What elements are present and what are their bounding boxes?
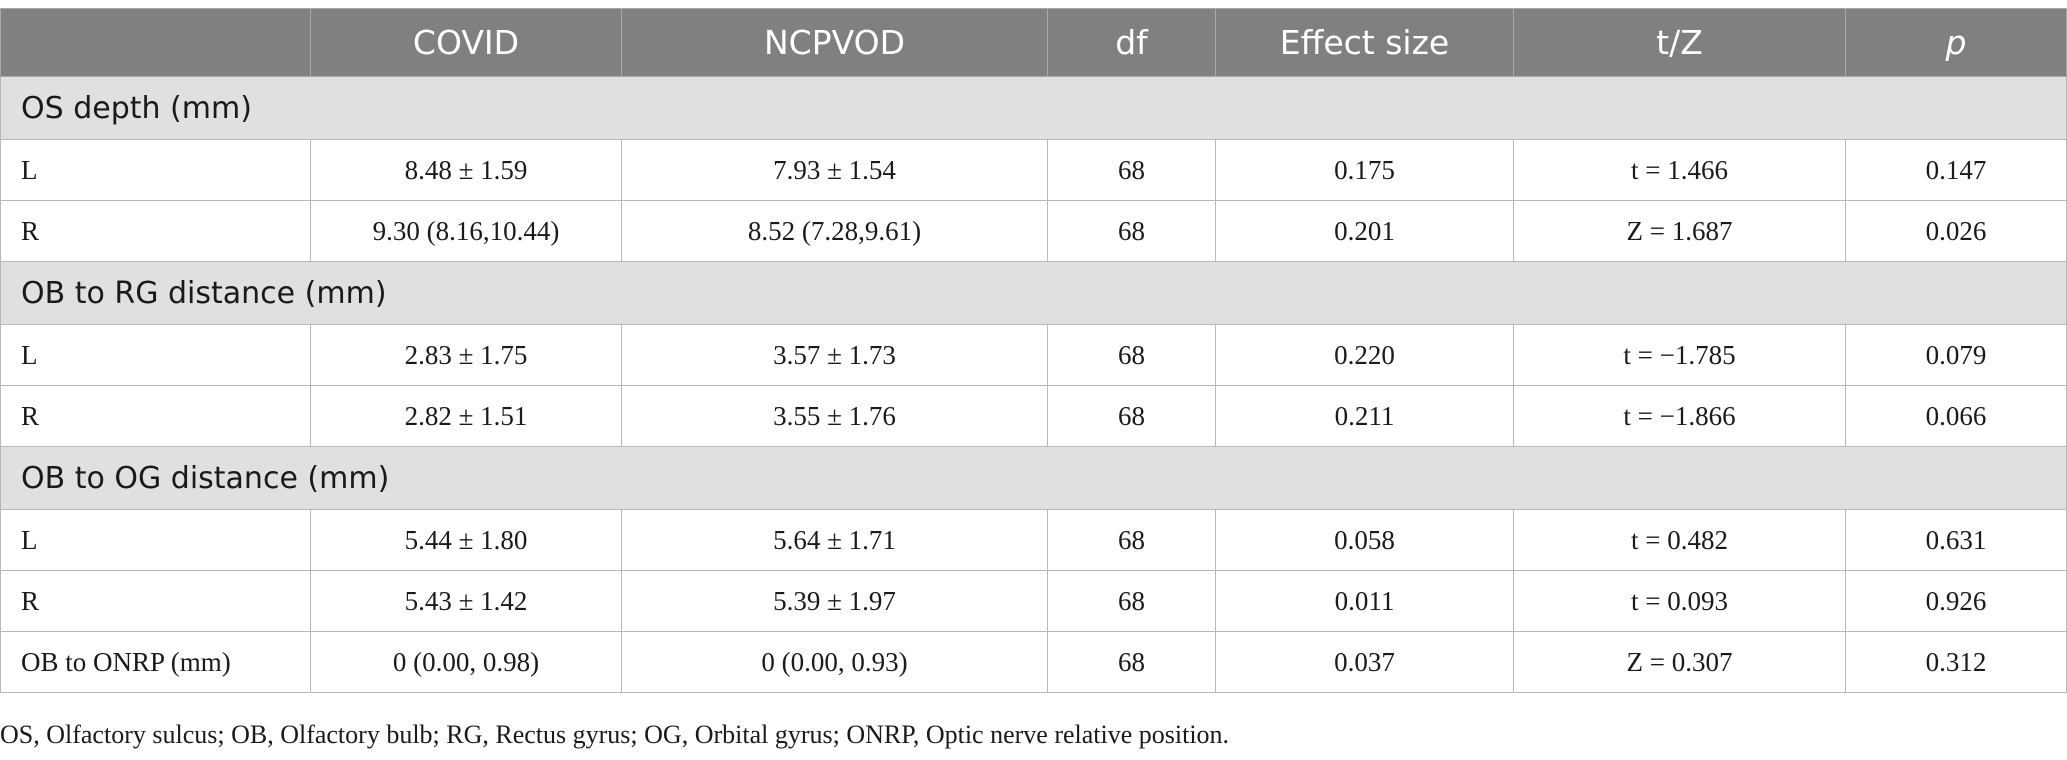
- cell-ncpvod: 3.57 ± 1.73: [621, 324, 1048, 386]
- cell-covid: 0 (0.00, 0.98): [310, 631, 622, 693]
- table-footnote: OS, Olfactory sulcus; OB, Olfactory bulb…: [0, 720, 1230, 749]
- cell-df: 68: [1047, 570, 1216, 632]
- section-row: OB to RG distance (mm): [0, 261, 2067, 325]
- cell-ncpvod: 7.93 ± 1.54: [621, 139, 1048, 201]
- header-cell-effect-size: Effect size: [1215, 8, 1514, 77]
- cell-t-z: Z = 1.687: [1513, 200, 1846, 262]
- cell-effect-size: 0.201: [1215, 200, 1514, 262]
- table-row: L 8.48 ± 1.59 7.93 ± 1.54 68 0.175 t = 1…: [0, 139, 2067, 201]
- table-row: L 5.44 ± 1.80 5.64 ± 1.71 68 0.058 t = 0…: [0, 509, 2067, 571]
- cell-df: 68: [1047, 631, 1216, 693]
- cell-ncpvod: 5.39 ± 1.97: [621, 570, 1048, 632]
- section-title: OS depth (mm): [0, 76, 2067, 140]
- row-label: R: [0, 200, 311, 262]
- cell-p: 0.026: [1845, 200, 2067, 262]
- cell-t-z: Z = 0.307: [1513, 631, 1846, 693]
- cell-p: 0.147: [1845, 139, 2067, 201]
- header-cell-ncpvod: NCPVOD: [621, 8, 1048, 77]
- cell-effect-size: 0.211: [1215, 385, 1514, 447]
- cell-p: 0.079: [1845, 324, 2067, 386]
- table-row: OB to ONRP (mm) 0 (0.00, 0.98) 0 (0.00, …: [0, 631, 2067, 693]
- cell-t-z: t = −1.785: [1513, 324, 1846, 386]
- cell-ncpvod: 0 (0.00, 0.93): [621, 631, 1048, 693]
- results-table: COVID NCPVOD df Effect size t/Z p OS dep…: [0, 8, 2067, 693]
- row-label: R: [0, 385, 311, 447]
- header-cell-empty: [0, 8, 311, 77]
- cell-p: 0.631: [1845, 509, 2067, 571]
- row-label: OB to ONRP (mm): [0, 631, 311, 693]
- cell-p: 0.312: [1845, 631, 2067, 693]
- cell-p: 0.066: [1845, 385, 2067, 447]
- table-row: R 5.43 ± 1.42 5.39 ± 1.97 68 0.011 t = 0…: [0, 570, 2067, 632]
- row-label: L: [0, 509, 311, 571]
- cell-p: 0.926: [1845, 570, 2067, 632]
- cell-ncpvod: 5.64 ± 1.71: [621, 509, 1048, 571]
- section-title: OB to RG distance (mm): [0, 261, 2067, 325]
- cell-effect-size: 0.037: [1215, 631, 1514, 693]
- cell-effect-size: 0.220: [1215, 324, 1514, 386]
- table-row: R 9.30 (8.16,10.44) 8.52 (7.28,9.61) 68 …: [0, 200, 2067, 262]
- cell-t-z: t = 0.482: [1513, 509, 1846, 571]
- section-title: OB to OG distance (mm): [0, 446, 2067, 510]
- cell-df: 68: [1047, 200, 1216, 262]
- cell-covid: 9.30 (8.16,10.44): [310, 200, 622, 262]
- header-cell-covid: COVID: [310, 8, 622, 77]
- cell-df: 68: [1047, 139, 1216, 201]
- cell-effect-size: 0.175: [1215, 139, 1514, 201]
- cell-df: 68: [1047, 385, 1216, 447]
- cell-ncpvod: 3.55 ± 1.76: [621, 385, 1048, 447]
- row-label: L: [0, 139, 311, 201]
- header-cell-t-z: t/Z: [1513, 8, 1846, 77]
- cell-ncpvod: 8.52 (7.28,9.61): [621, 200, 1048, 262]
- table-row: R 2.82 ± 1.51 3.55 ± 1.76 68 0.211 t = −…: [0, 385, 2067, 447]
- section-row: OB to OG distance (mm): [0, 446, 2067, 510]
- cell-t-z: t = 0.093: [1513, 570, 1846, 632]
- cell-covid: 2.82 ± 1.51: [310, 385, 622, 447]
- cell-effect-size: 0.058: [1215, 509, 1514, 571]
- cell-t-z: t = −1.866: [1513, 385, 1846, 447]
- cell-covid: 5.43 ± 1.42: [310, 570, 622, 632]
- row-label: L: [0, 324, 311, 386]
- row-label: R: [0, 570, 311, 632]
- cell-effect-size: 0.011: [1215, 570, 1514, 632]
- cell-df: 68: [1047, 324, 1216, 386]
- cell-covid: 5.44 ± 1.80: [310, 509, 622, 571]
- cell-covid: 2.83 ± 1.75: [310, 324, 622, 386]
- header-cell-df: df: [1047, 8, 1216, 77]
- table-header-row: COVID NCPVOD df Effect size t/Z p: [0, 8, 2067, 77]
- header-cell-p: p: [1845, 8, 2067, 77]
- table-row: L 2.83 ± 1.75 3.57 ± 1.73 68 0.220 t = −…: [0, 324, 2067, 386]
- cell-df: 68: [1047, 509, 1216, 571]
- cell-t-z: t = 1.466: [1513, 139, 1846, 201]
- section-row: OS depth (mm): [0, 76, 2067, 140]
- cell-covid: 8.48 ± 1.59: [310, 139, 622, 201]
